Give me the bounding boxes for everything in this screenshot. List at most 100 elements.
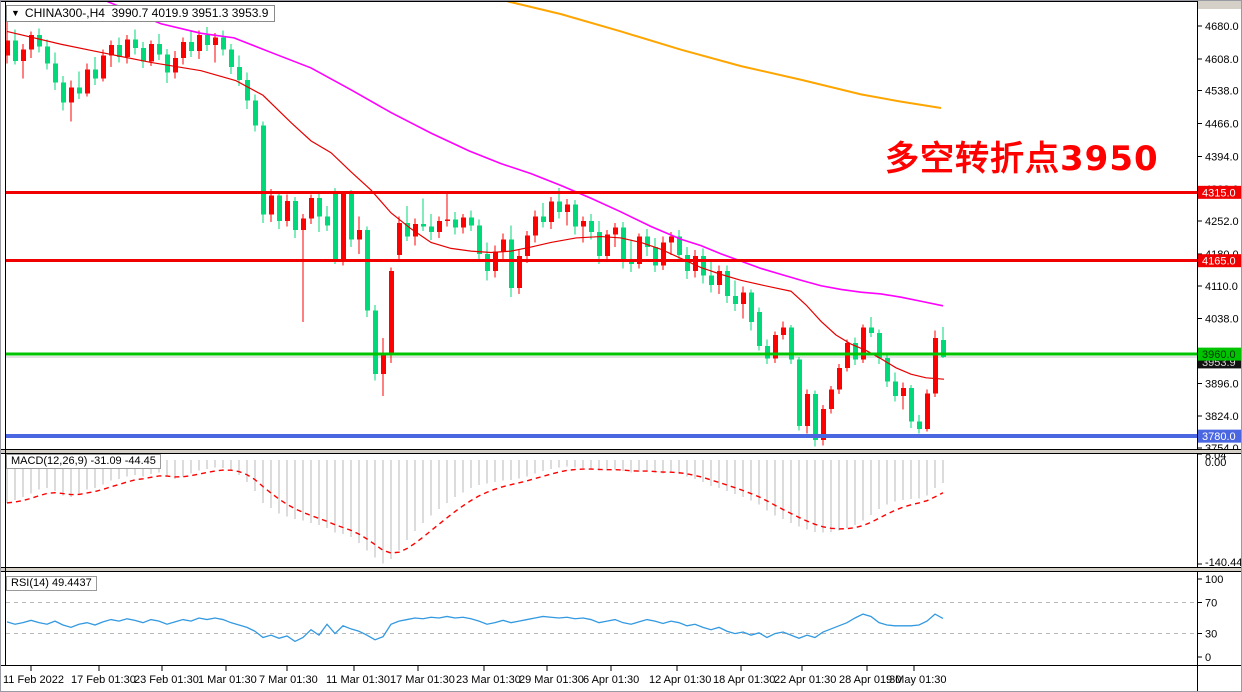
panel-splitter[interactable] — [1, 568, 1242, 571]
ohlc-values: 3990.7 4019.9 3951.3 3953.9 — [111, 6, 269, 20]
candle-body — [125, 39, 130, 57]
time-axis-label: 22 Apr 01:30 — [774, 674, 836, 686]
candle-body — [557, 201, 562, 212]
ma-long-line — [505, 1, 942, 110]
candle-body — [669, 236, 674, 243]
candle-body — [549, 201, 554, 222]
candle-body — [629, 260, 634, 264]
candle-body — [525, 235, 530, 257]
candle-body — [709, 275, 714, 285]
candle-body — [733, 295, 738, 304]
candle-body — [405, 222, 410, 237]
candle-body — [293, 200, 298, 231]
candle-body — [653, 247, 658, 266]
candle-body — [477, 225, 482, 254]
candle-body — [645, 236, 650, 248]
rsi-panel[interactable] — [6, 601, 1197, 643]
candle-body — [421, 224, 426, 227]
candle-body — [325, 216, 330, 226]
candle-body — [741, 292, 746, 304]
price-level-box-label: 3960.0 — [1202, 349, 1236, 361]
candle-body — [357, 230, 362, 240]
candle-body — [101, 55, 106, 79]
rsi-scale-label: 30 — [1205, 629, 1217, 641]
rsi-scale-label: 0 — [1205, 652, 1211, 664]
rsi-indicator-label: RSI(14) 49.4437 — [6, 576, 97, 591]
candle-body — [5, 40, 10, 56]
price-level-box-label: 4165.0 — [1202, 256, 1236, 268]
price-level-box-label: 3780.0 — [1202, 431, 1236, 443]
candle-body — [589, 221, 594, 232]
candle-body — [157, 44, 162, 55]
candle-body — [93, 69, 98, 79]
price-level-box — [1198, 254, 1241, 268]
candle-body — [861, 327, 866, 360]
macd-signal-line — [6, 468, 944, 554]
time-axis-label: 29 Mar 01:30 — [519, 674, 584, 686]
candle-body — [685, 254, 690, 272]
candle-body — [341, 193, 346, 261]
candle-body — [37, 35, 42, 47]
candle-body — [413, 224, 418, 237]
pivot-annotation-text[interactable]: 多空转折点3950 — [885, 139, 1159, 179]
candle-body — [245, 79, 250, 101]
candle-body — [285, 200, 290, 222]
price-axis-label: 4110.0 — [1205, 281, 1238, 293]
candle-body — [509, 239, 514, 289]
macd-scale-zero: 0.00 — [1205, 457, 1226, 469]
candle-body — [749, 292, 754, 323]
candle-body — [853, 343, 858, 360]
candle-body — [925, 393, 930, 429]
candle-body — [189, 41, 194, 52]
price-level-box — [1198, 429, 1241, 443]
candle-body — [797, 359, 802, 427]
price-axis-label: 4538.0 — [1205, 86, 1239, 98]
candle-body — [181, 41, 186, 58]
candle-body — [149, 44, 154, 62]
candle-body — [837, 367, 842, 390]
candle-body — [637, 236, 642, 264]
candle-body — [781, 327, 786, 335]
candle-body — [573, 204, 578, 227]
candle-body — [469, 217, 474, 226]
macd-values: -31.09 -44.45 — [90, 455, 156, 467]
candle-body — [461, 217, 466, 228]
candle-body — [805, 394, 810, 427]
time-axis-label: 9 May 01:30 — [886, 674, 947, 686]
candle-body — [349, 193, 354, 240]
time-axis-label: 11 Mar 01:30 — [326, 674, 390, 686]
candle-body — [789, 327, 794, 360]
candle-body — [309, 197, 314, 219]
time-axis-label: 11 Feb 2022 — [3, 674, 64, 686]
macd-panel[interactable] — [6, 459, 944, 564]
candle-body — [205, 35, 210, 46]
candle-body — [61, 82, 66, 103]
candle-body — [725, 271, 730, 296]
candle-body — [381, 355, 386, 375]
candle-body — [773, 334, 778, 359]
price-axis-label: 4608.0 — [1205, 54, 1239, 66]
candle-body — [445, 219, 450, 222]
candle-body — [197, 35, 202, 52]
rsi-value: 49.4437 — [51, 577, 92, 589]
price-axis[interactable]: 4680.04608.04538.04466.04394.04322.04252… — [1197, 1, 1242, 692]
price-axis-label: 3824.0 — [1205, 411, 1239, 423]
candle-body — [53, 63, 58, 83]
price-axis-label: 4038.0 — [1205, 314, 1239, 326]
candle-body — [893, 381, 898, 397]
symbol-dropdown-icon[interactable]: ▼ — [11, 8, 20, 18]
candle-body — [821, 408, 826, 440]
candle-body — [21, 49, 26, 62]
price-axis-label: 4394.0 — [1205, 151, 1239, 163]
candle-body — [429, 226, 434, 232]
panel-splitter[interactable] — [1, 450, 1242, 453]
candle-body — [661, 242, 666, 266]
macd-name: MACD(12,26,9) — [11, 455, 88, 467]
main-chart-panel[interactable] — [5, 1, 1197, 447]
time-axis-label: 12 Apr 01:30 — [649, 674, 711, 686]
symbol-period-label: CHINA300-,H4 — [24, 6, 105, 20]
price-axis-label: 3896.0 — [1205, 378, 1239, 390]
candle-body — [565, 204, 570, 212]
